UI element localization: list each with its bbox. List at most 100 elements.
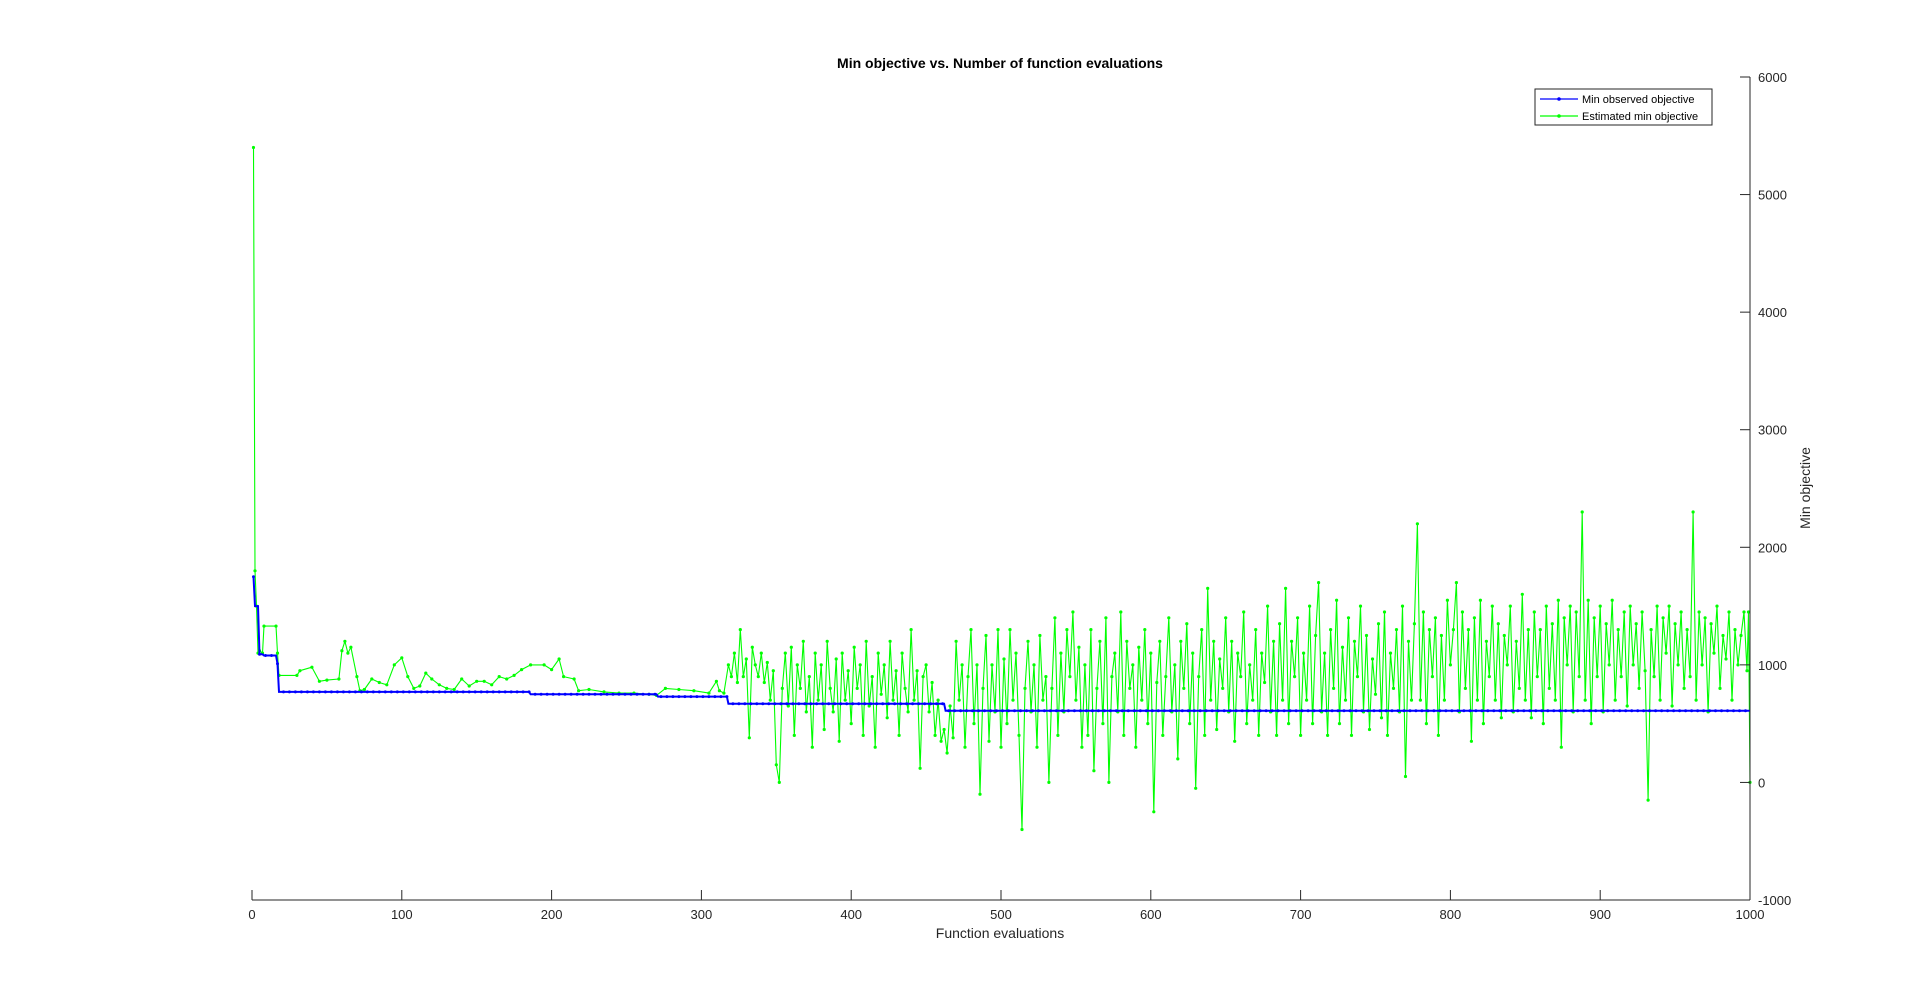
estimated-min-point — [1592, 616, 1596, 620]
min-observed-point — [815, 702, 819, 706]
estimated-min-point — [253, 569, 257, 573]
min-observed-point — [1570, 709, 1574, 713]
min-observed-point — [629, 692, 633, 696]
estimated-min-point — [1436, 733, 1440, 738]
min-observed-point — [467, 690, 471, 694]
estimated-min-point — [1260, 651, 1264, 655]
estimated-min-point — [370, 677, 374, 681]
min-observed-point — [1450, 709, 1454, 713]
min-observed-point — [425, 690, 429, 694]
estimated-min-point — [849, 722, 853, 726]
min-observed-point — [611, 692, 615, 696]
legend-box — [1534, 88, 1713, 126]
estimated-min-point — [1670, 704, 1674, 708]
estimated-min-point — [1526, 628, 1530, 632]
min-observed-point — [767, 702, 771, 706]
min-observed-point — [1240, 709, 1244, 713]
estimated-min-point — [876, 651, 880, 655]
estimated-min-point — [490, 683, 494, 687]
min-observed-point — [881, 702, 885, 706]
min-observed-point — [509, 690, 513, 694]
min-observed-point — [551, 692, 555, 696]
min-observed-point — [1462, 709, 1466, 713]
min-observed-point — [401, 690, 405, 694]
estimated-min-point — [1053, 616, 1057, 620]
min-observed-point — [1678, 709, 1682, 713]
estimated-min-point — [355, 675, 359, 679]
min-observed-point — [431, 690, 435, 694]
estimated-min-point — [1122, 733, 1126, 738]
estimated-min-point — [1646, 798, 1650, 802]
estimated-min-point — [870, 675, 874, 679]
estimated-min-point — [1430, 675, 1434, 679]
min-observed-point — [1120, 709, 1124, 713]
estimated-min-point — [810, 745, 814, 749]
estimated-min-point — [412, 686, 416, 691]
estimated-min-point — [1209, 698, 1213, 702]
min-observed-point — [803, 702, 807, 706]
min-observed-point — [1432, 709, 1436, 713]
min-observed-point — [1366, 709, 1370, 713]
estimated-min-point — [1589, 722, 1593, 726]
min-observed-point — [863, 702, 867, 706]
estimated-min-point — [1694, 698, 1698, 702]
estimated-min-point — [1113, 651, 1117, 655]
estimated-min-point — [1550, 622, 1554, 626]
estimated-min-point — [1332, 686, 1336, 691]
estimated-min-point — [1535, 675, 1539, 679]
legend: Min observed objective Estimated min obj… — [1534, 88, 1713, 126]
estimated-min-point — [542, 663, 546, 667]
x-tick-label: 300 — [691, 907, 713, 922]
estimated-min-point — [1236, 651, 1240, 655]
estimated-min-point — [602, 690, 606, 694]
min-observed-point — [539, 692, 543, 696]
min-observed-point — [317, 690, 321, 694]
min-observed-point — [1396, 709, 1400, 713]
min-observed-point — [731, 702, 735, 706]
estimated-min-point — [867, 704, 871, 708]
estimated-min-point — [707, 691, 711, 695]
estimated-min-point — [385, 683, 389, 687]
estimated-min-point — [1538, 628, 1542, 632]
min-observed-point — [1552, 709, 1556, 713]
estimated-min-point — [1676, 663, 1680, 667]
estimated-min-point — [843, 698, 847, 702]
estimated-min-point — [729, 675, 734, 679]
estimated-min-point — [873, 745, 877, 749]
estimated-min-point — [1275, 733, 1279, 738]
x-axis-label: Function evaluations — [936, 925, 1064, 941]
min-observed-point — [1666, 709, 1670, 713]
estimated-min-point — [1293, 675, 1297, 679]
estimated-min-point — [512, 673, 516, 678]
estimated-min-point — [1167, 616, 1171, 620]
estimated-min-point — [1547, 686, 1551, 691]
estimated-min-point — [1742, 610, 1746, 614]
min-observed-point — [1288, 709, 1292, 713]
min-observed-point — [1132, 709, 1136, 713]
estimated-min-point — [927, 710, 931, 714]
estimated-min-point — [1427, 628, 1431, 632]
min-observed-point — [797, 702, 801, 706]
y-tick-label: 0 — [1758, 775, 1765, 790]
estimated-min-point — [966, 675, 970, 679]
estimated-min-point — [1478, 598, 1482, 602]
min-observed-point — [971, 709, 974, 713]
estimated-min-point — [1314, 633, 1318, 638]
estimated-min-point — [1140, 698, 1144, 702]
min-observed-point — [1192, 709, 1196, 713]
min-observed-point — [1246, 709, 1250, 713]
estimated-min-point — [933, 733, 937, 738]
estimated-min-point — [1445, 598, 1449, 602]
estimated-min-point — [1263, 680, 1267, 685]
min-observed-point — [1516, 709, 1520, 713]
estimated-min-point — [744, 657, 748, 661]
min-observed-point — [1402, 709, 1406, 713]
min-observed-point — [1342, 709, 1346, 713]
min-observed-point — [1558, 709, 1562, 713]
estimated-min-point — [1565, 663, 1569, 667]
estimated-min-point — [879, 692, 883, 696]
estimated-min-point — [1329, 628, 1333, 632]
estimated-min-point — [735, 680, 740, 685]
min-observed-point — [707, 695, 711, 699]
x-tick-label: 100 — [391, 907, 413, 922]
